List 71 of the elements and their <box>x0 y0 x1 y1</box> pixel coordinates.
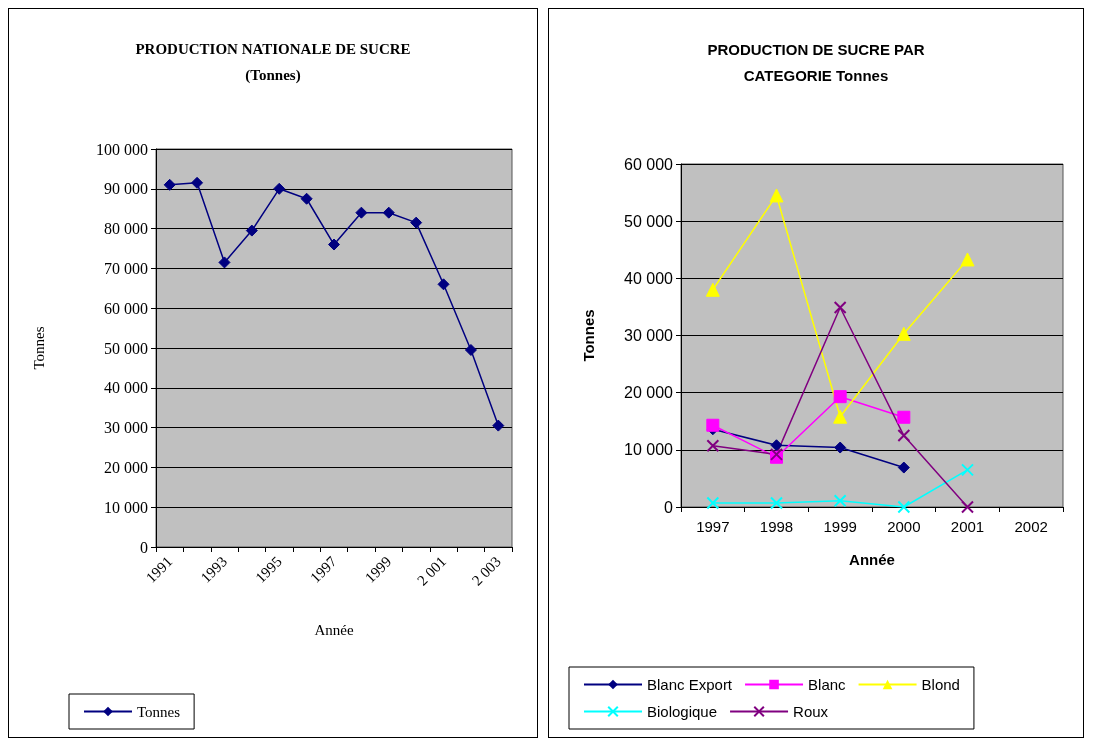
x-tick-label: 2 001 <box>414 553 450 589</box>
point <box>833 409 848 424</box>
point <box>410 216 423 229</box>
y-tick-label: 30 000 <box>104 419 148 437</box>
y-tick-label: 100 000 <box>96 140 148 158</box>
y-tick-label: 10 000 <box>624 441 674 459</box>
point <box>382 206 395 219</box>
y-tick-label: 20 000 <box>104 458 148 476</box>
point <box>464 343 477 356</box>
y-tick-label: 50 000 <box>624 212 674 230</box>
point <box>437 278 450 291</box>
legend-label: Blond <box>921 676 960 693</box>
point <box>769 188 784 203</box>
y-tick-label: 50 000 <box>104 339 148 357</box>
y-tick-label: 70 000 <box>104 259 148 277</box>
point <box>834 441 847 454</box>
point <box>770 496 783 510</box>
chart-title: PRODUCTION NATIONALE DE SUCRE (Tonnes) <box>135 41 411 84</box>
x-tick-label: 1999 <box>823 518 857 535</box>
y-tick-label: 40 000 <box>624 269 674 287</box>
point <box>833 300 847 314</box>
point <box>328 238 340 251</box>
y-axis-title: Tonnes <box>30 326 47 370</box>
y-tick-label: 30 000 <box>624 327 674 344</box>
point <box>163 178 176 191</box>
point <box>897 461 910 474</box>
x-axis-title: Année <box>849 551 895 568</box>
y-tick-label: 60 000 <box>624 155 674 173</box>
point <box>492 419 505 432</box>
legend-label: Blanc <box>808 676 847 693</box>
y-tick-label: 0 <box>140 538 148 556</box>
x-tick-label: 2001 <box>950 518 985 535</box>
point <box>245 224 258 237</box>
point <box>218 256 231 269</box>
point <box>770 439 783 452</box>
legend-label: Biologique <box>647 703 718 720</box>
point <box>706 418 720 432</box>
point <box>833 390 847 404</box>
y-tick-label: 40 000 <box>104 379 148 397</box>
point <box>300 192 313 205</box>
point <box>896 326 911 341</box>
point <box>706 496 720 510</box>
chart-title: PRODUCTION DE SUCRE PAR CATEGORIE Tonnes <box>707 40 925 84</box>
legend-label: Tonnes <box>137 703 181 720</box>
point <box>191 176 204 189</box>
point <box>960 252 975 267</box>
y-axis-title: Tonnes <box>580 309 597 362</box>
point <box>706 439 720 453</box>
point <box>897 410 911 424</box>
y-tick-label: 10 000 <box>104 498 148 516</box>
point <box>897 429 911 443</box>
x-axis-title: Année <box>314 621 354 638</box>
point <box>705 282 720 297</box>
point <box>833 494 847 508</box>
y-tick-label: 60 000 <box>104 299 148 317</box>
point <box>273 182 286 195</box>
x-tick-label: 1997 <box>696 518 730 535</box>
x-tick-label: 2000 <box>887 518 921 535</box>
legend-label: Roux <box>793 703 829 720</box>
x-tick-label: 1998 <box>759 518 794 535</box>
y-tick-label: 80 000 <box>104 220 148 238</box>
y-tick-label: 20 000 <box>624 384 674 402</box>
point <box>897 500 911 514</box>
y-tick-label: 90 000 <box>104 180 148 198</box>
x-tick-label: 2 003 <box>468 553 504 589</box>
legend-label: Blanc Export <box>647 676 733 693</box>
point <box>355 206 368 219</box>
y-tick-label: 0 <box>664 498 674 516</box>
x-tick-label: 2002 <box>1014 518 1048 535</box>
point <box>961 500 974 514</box>
point <box>961 463 974 477</box>
